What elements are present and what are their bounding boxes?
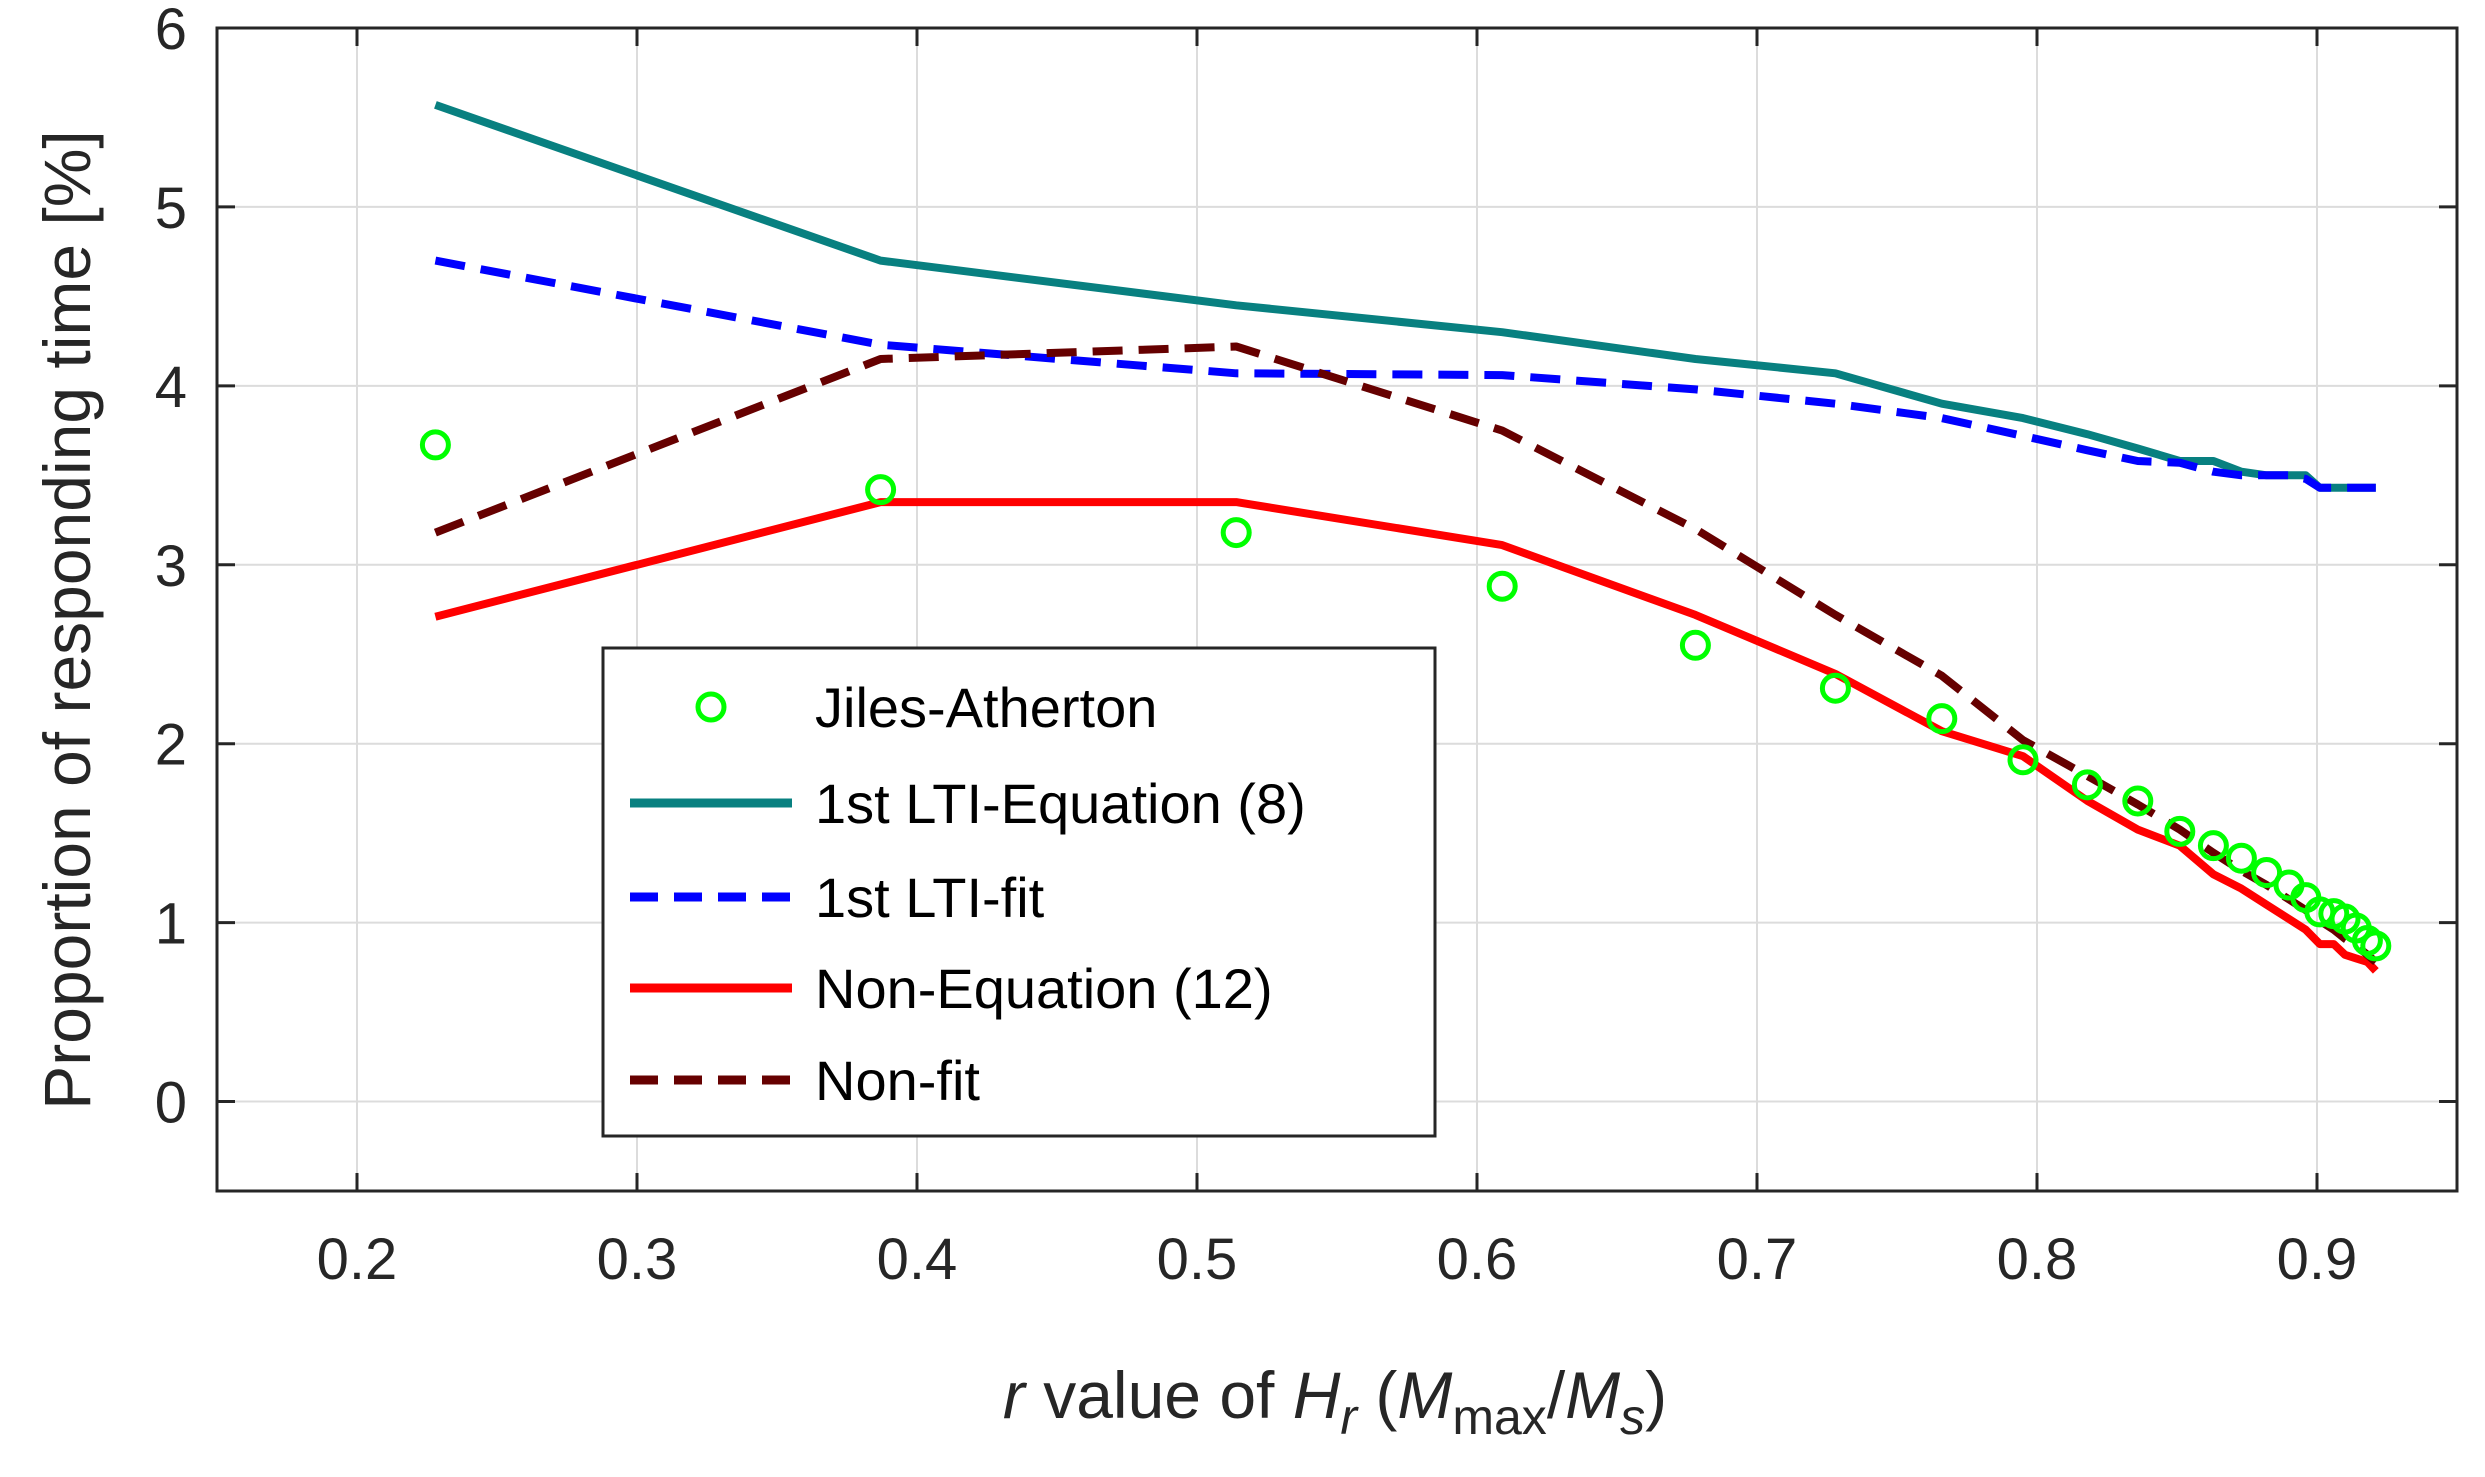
x-label-s-sub: s <box>1620 1389 1645 1445</box>
y-axis-label: Proportion of responding time [%] <box>30 130 104 1110</box>
legend: Jiles-Atherton 1st LTI-Equation (8) 1st … <box>601 646 1437 1138</box>
legend-label-1st-lti-equation: 1st LTI-Equation (8) <box>815 772 1306 835</box>
legend-box <box>601 646 1437 1138</box>
ticks <box>217 26 2457 1191</box>
series-line <box>433 342 2379 966</box>
series-non-fit <box>433 342 2379 966</box>
legend-label-non-fit: Non-fit <box>815 1049 980 1112</box>
series-non-equation-12 <box>434 498 2379 974</box>
data-point <box>1819 672 1851 704</box>
y-tick-label: 4 <box>155 355 187 420</box>
x-tick-label: 0.5 <box>1157 1227 1238 1292</box>
data-point <box>2071 769 2103 801</box>
x-tick-label: 0.6 <box>1437 1227 1518 1292</box>
series-1st-lti-equation-8 <box>434 101 2376 492</box>
legend-item-1st-lti-equation: 1st LTI-Equation (8) <box>630 772 1306 835</box>
legend-label-1st-lti-fit: 1st LTI-fit <box>815 866 1045 929</box>
data-point <box>2164 815 2196 847</box>
y-tick-label: 6 <box>155 0 187 62</box>
data-point <box>2225 842 2257 874</box>
legend-item-jiles-atherton: Jiles-Atherton <box>695 676 1157 739</box>
y-tick-label: 2 <box>155 713 187 778</box>
data-point <box>1926 703 1958 735</box>
x-tick-label: 0.3 <box>597 1227 678 1292</box>
x-label-slash: / <box>1547 1358 1566 1432</box>
data-point <box>419 429 451 461</box>
y-tick-label: 0 <box>155 1071 187 1136</box>
x-tick-label: 0.8 <box>1997 1227 2078 1292</box>
legend-label-non-equation: Non-Equation (12) <box>815 957 1273 1020</box>
x-label-open: ( <box>1357 1358 1397 1432</box>
series-line <box>434 498 2379 974</box>
x-label-h-sub: r <box>1340 1389 1359 1445</box>
x-tick-labels: 0.2 0.3 0.4 0.5 0.6 0.7 0.8 0.9 <box>317 1227 2358 1292</box>
x-label-value-of: value of <box>1025 1358 1293 1432</box>
legend-item-1st-lti-fit: 1st LTI-fit <box>630 866 1045 929</box>
data-point <box>2197 830 2229 862</box>
x-tick-label: 0.7 <box>1717 1227 1798 1292</box>
x-label-max-sub: max <box>1452 1389 1546 1445</box>
series-line <box>434 256 2376 492</box>
x-label-r: r <box>1003 1358 1028 1432</box>
data-point <box>2251 857 2283 889</box>
x-label-h: H <box>1293 1358 1341 1432</box>
series-layer <box>419 101 2392 974</box>
y-tick-label: 3 <box>155 534 187 599</box>
plot-box <box>215 26 2459 1193</box>
data-point <box>1220 517 1252 549</box>
data-point <box>1679 629 1711 661</box>
data-point <box>2360 930 2392 962</box>
x-axis-label: r value of Hr (Mmax/Ms) <box>1003 1358 1667 1445</box>
data-point <box>2007 744 2039 776</box>
x-label-m2: M <box>1565 1358 1620 1432</box>
x-label-m1: M <box>1397 1358 1452 1432</box>
legend-label-jiles-atherton: Jiles-Atherton <box>815 676 1157 739</box>
x-tick-label: 0.9 <box>2277 1227 2358 1292</box>
legend-marker-jiles-atherton <box>695 691 727 723</box>
x-tick-label: 0.4 <box>877 1227 958 1292</box>
series-line <box>434 101 2376 492</box>
legend-item-non-equation: Non-Equation (12) <box>630 957 1273 1020</box>
y-tick-label: 1 <box>155 892 187 957</box>
data-point <box>2122 785 2154 817</box>
x-tick-label: 0.2 <box>317 1227 398 1292</box>
data-point <box>1486 570 1518 602</box>
y-tick-labels: 0 1 2 3 4 5 6 <box>155 0 187 1136</box>
series-1st-lti-fit <box>434 256 2376 492</box>
data-point <box>865 474 897 506</box>
series-jiles-atherton <box>419 429 2392 962</box>
x-label-close: ) <box>1645 1358 1667 1432</box>
y-tick-label: 5 <box>155 176 187 241</box>
legend-item-non-fit: Non-fit <box>630 1049 980 1112</box>
